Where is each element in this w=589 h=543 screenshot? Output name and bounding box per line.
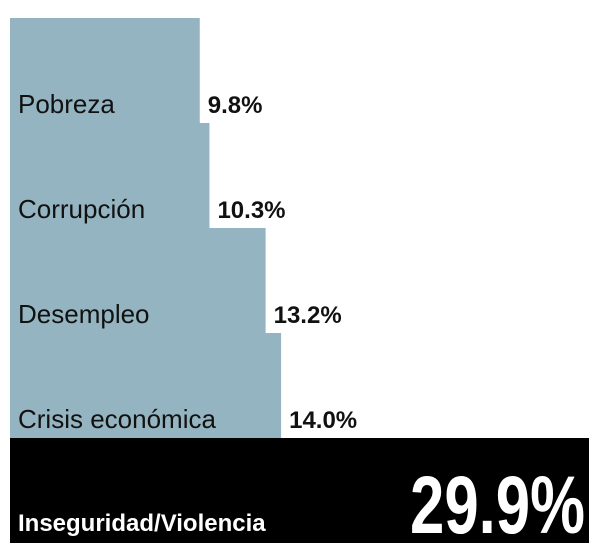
value-label: 10.3% (217, 197, 285, 224)
bar (10, 228, 266, 334)
value-label: 29.9% (410, 460, 585, 543)
category-label: Desempleo (18, 299, 150, 329)
category-label: Corrupción (18, 194, 145, 224)
value-label: 9.8% (208, 92, 263, 119)
value-label: 13.2% (274, 302, 342, 329)
bar (10, 18, 200, 124)
bar (10, 333, 282, 439)
category-label: Crisis económica (18, 404, 216, 434)
category-label: Pobreza (18, 89, 115, 119)
bar (10, 123, 210, 229)
value-label: 14.0% (289, 407, 357, 434)
bar (10, 438, 589, 543)
category-label: Inseguridad/Violencia (18, 510, 266, 537)
